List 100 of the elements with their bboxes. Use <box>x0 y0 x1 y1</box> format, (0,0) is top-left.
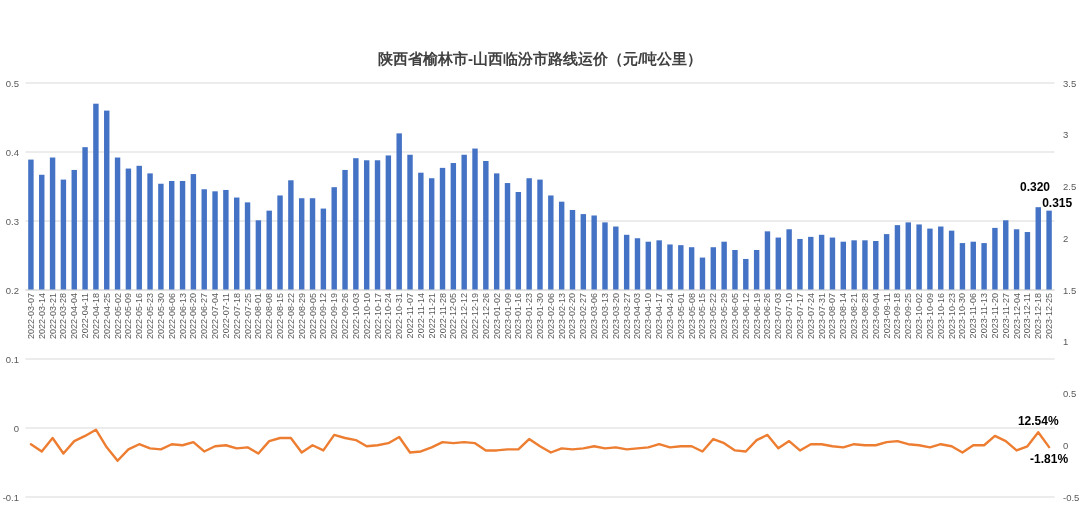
y-tick-label: 0.1 <box>5 353 19 365</box>
x-tick-label: 2023-05-22 <box>708 293 719 340</box>
x-tick-label: 2022-03-14 <box>36 293 47 340</box>
x-tick-label: 2023-04-10 <box>643 293 654 340</box>
x-tick-label: 2022-08-01 <box>253 293 264 340</box>
x-tick-label: 2023-03-13 <box>599 293 610 340</box>
x-tick-label: 2023-01-23 <box>524 293 535 340</box>
x-tick-label: 2022-05-09 <box>123 293 134 340</box>
x-tick-label: 2022-05-16 <box>134 293 145 340</box>
x-tick-label: 2023-09-18 <box>892 293 903 340</box>
x-tick-label: 2023-09-04 <box>870 293 881 340</box>
x-tick-label: 2022-08-29 <box>296 293 307 340</box>
x-tick-label: 2023-04-03 <box>632 293 643 340</box>
x-tick-label: 2023-06-26 <box>762 293 773 340</box>
y2-tick-label: 1.5 <box>1063 284 1077 296</box>
x-tick-label: 2022-09-26 <box>340 293 351 340</box>
x-tick-label: 2023-06-05 <box>729 293 740 340</box>
x-tick-label: 2022-07-04 <box>210 293 221 340</box>
x-tick-label: 2022-08-08 <box>264 293 275 340</box>
x-tick-label: 2023-05-01 <box>675 293 686 340</box>
x-tick-label: 2022-06-27 <box>199 293 210 340</box>
x-tick-label: 2022-07-11 <box>220 293 231 339</box>
x-tick-label: 2023-12-18 <box>1033 293 1044 340</box>
y-tick-label: 0.3 <box>5 215 19 227</box>
x-tick-label: 2023-07-17 <box>794 293 805 340</box>
y-tick-label: -0.1 <box>2 491 19 503</box>
x-tick-label: 2022-10-03 <box>350 293 361 340</box>
x-tick-label: 2022-05-30 <box>155 293 166 340</box>
x-tick-label: 2023-05-29 <box>719 293 730 340</box>
x-tick-label: 2023-06-19 <box>751 293 762 340</box>
x-tick-label: 2022-04-25 <box>101 293 112 340</box>
x-tick-label: 2022-11-21 <box>426 293 437 339</box>
x-tick-label: 2023-01-09 <box>502 293 513 340</box>
x-tick-label: 2023-08-14 <box>838 293 849 340</box>
x-tick-label: 2023-02-13 <box>556 293 567 340</box>
x-tick-label: 2023-05-08 <box>686 293 697 340</box>
x-tick-label: 2022-10-24 <box>383 293 394 340</box>
x-tick-label: 2022-09-05 <box>307 293 318 340</box>
x-tick-label: 2022-03-21 <box>47 293 58 340</box>
x-tick-label: 2023-02-06 <box>545 293 556 340</box>
x-tick-label: 2023-06-12 <box>740 293 751 340</box>
x-tick-label: 2023-08-21 <box>849 293 860 340</box>
x-tick-label: 2022-09-19 <box>329 293 340 340</box>
x-tick-label: 2022-12-26 <box>480 293 491 340</box>
x-tick-label: 2023-09-25 <box>903 293 914 340</box>
x-tick-label: 2022-04-18 <box>90 293 101 340</box>
x-tick-label: 2022-11-07 <box>405 293 416 339</box>
x-tick-label: 2023-12-25 <box>1044 293 1055 340</box>
x-tick-label: 2022-04-11 <box>80 293 91 339</box>
x-tick-label: 2023-07-03 <box>773 293 784 340</box>
x-tick-label: 2023-02-27 <box>578 293 589 340</box>
x-tick-label: 2023-03-27 <box>621 293 632 340</box>
data-label: 0.320 <box>1019 180 1051 195</box>
x-tick-label: 2022-12-05 <box>448 293 459 340</box>
x-tick-label: 2023-04-24 <box>664 293 675 340</box>
y-tick-label: 0.4 <box>5 146 19 158</box>
x-tick-label: 2023-10-16 <box>935 293 946 340</box>
y-tick-label: 0.5 <box>5 77 19 89</box>
x-tick-label: 2022-04-04 <box>69 293 80 340</box>
x-tick-label: 2022-12-12 <box>459 293 470 340</box>
x-tick-label: 2023-01-16 <box>513 293 524 340</box>
y2-tick-label: 0 <box>1063 439 1069 451</box>
x-tick-label: 2023-10-02 <box>914 293 925 340</box>
x-tick-label: 2023-07-24 <box>805 293 816 340</box>
y2-tick-label: -0.5 <box>1063 491 1080 503</box>
x-tick-label: 2023-11-13 <box>979 293 990 339</box>
x-tick-label: 2022-07-25 <box>242 293 253 340</box>
x-tick-label: 2022-08-15 <box>275 293 286 340</box>
x-tick-label: 2022-10-10 <box>361 293 372 340</box>
x-tick-label: 2022-06-20 <box>188 293 199 340</box>
x-tick-label: 2022-06-13 <box>177 293 188 340</box>
x-tick-label: 2023-01-02 <box>491 293 502 340</box>
x-tick-label: 2022-09-12 <box>318 293 329 340</box>
x-tick-label: 2023-03-20 <box>610 293 621 340</box>
x-tick-label: 2023-11-20 <box>989 293 1000 339</box>
y2-tick-label: 2 <box>1063 232 1069 244</box>
x-tick-label: 2022-05-02 <box>112 293 123 340</box>
y-tick-label: 0.2 <box>5 284 19 296</box>
y2-tick-label: 3 <box>1063 129 1069 141</box>
x-tick-label: 2022-11-14 <box>415 293 426 339</box>
x-tick-label: 2022-08-22 <box>285 293 296 340</box>
x-tick-label: 2023-10-23 <box>946 293 957 340</box>
x-tick-label: 2023-02-20 <box>567 293 578 340</box>
data-label: 12.54% <box>1017 414 1059 429</box>
x-tick-label: 2023-10-30 <box>957 293 968 340</box>
data-label: 0.315 <box>1042 195 1073 210</box>
x-tick-label: 2023-10-09 <box>924 293 935 340</box>
x-tick-label: 2022-06-06 <box>166 293 177 340</box>
x-tick-label: 2022-12-19 <box>470 293 481 340</box>
x-tick-label: 2023-07-10 <box>784 293 795 340</box>
x-tick-label: 2023-12-04 <box>1011 293 1022 340</box>
x-tick-label: 2023-07-31 <box>816 293 827 340</box>
x-tick-label: 2023-09-11 <box>881 293 892 339</box>
data-label: -1.81% <box>1030 452 1069 467</box>
x-tick-label: 2022-10-17 <box>372 293 383 340</box>
x-tick-label: 2023-11-27 <box>1000 293 1011 339</box>
y2-tick-label: 0.5 <box>1063 388 1077 399</box>
y2-tick-label: 1 <box>1063 336 1069 348</box>
x-tick-label: 2022-07-18 <box>231 293 242 340</box>
x-tick-label: 2023-08-28 <box>859 293 870 340</box>
